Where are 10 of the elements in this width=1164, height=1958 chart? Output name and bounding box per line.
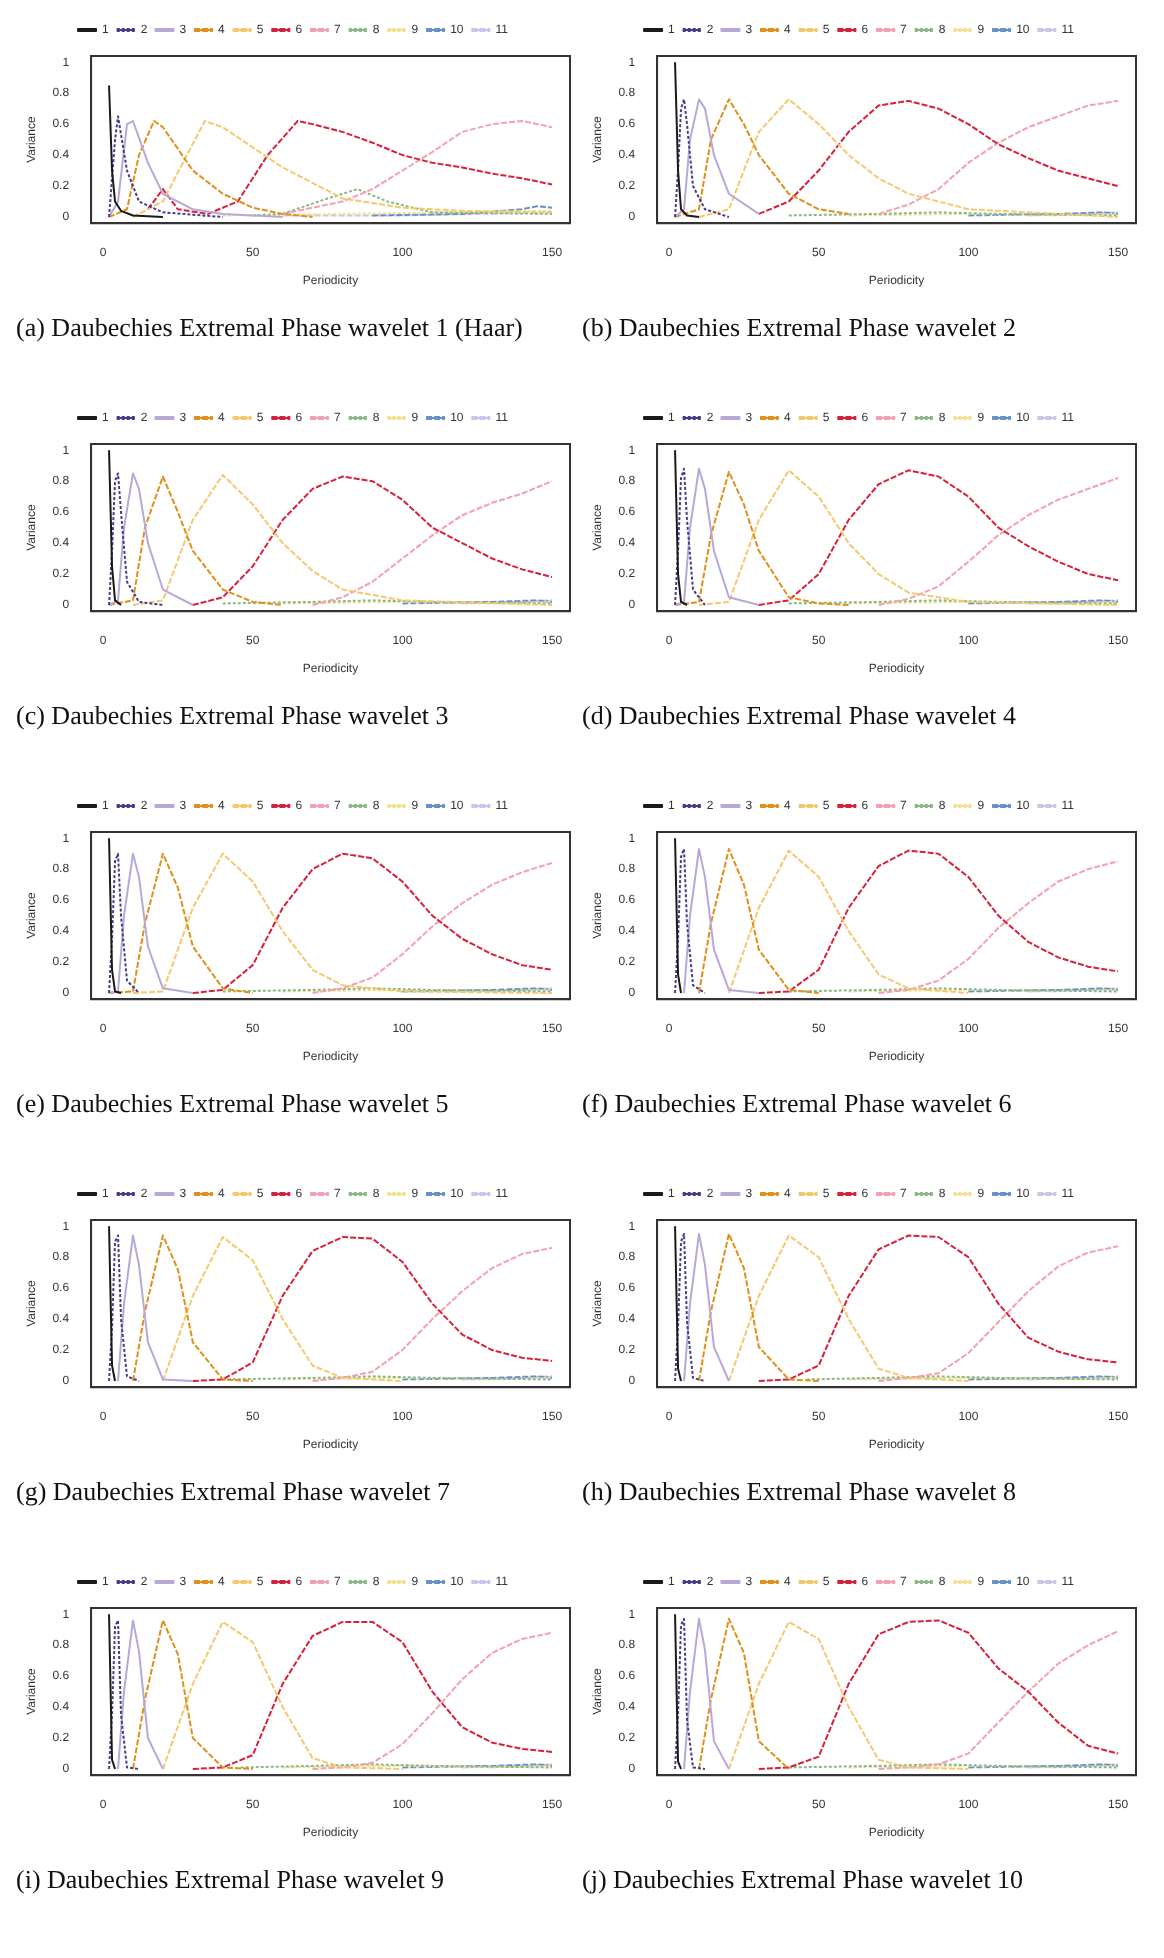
text: (h) Daubechies Extremal Phase wavelet 8 xyxy=(582,1476,1018,1508)
text: (a) Daubechies Extremal Phase wavelet 1 (Haar) xyxy=(16,312,525,344)
text: (b) Daubechies Extremal Phase wavelet 2 xyxy=(582,312,1018,344)
text: (d) Daubechies Extremal Phase wavelet 4 xyxy=(582,700,1018,732)
text: (i) Daubechies Extremal Phase wavelet 9 xyxy=(16,1864,447,1896)
text: (c) Daubechies Extremal Phase wavelet 3 xyxy=(16,700,451,732)
text: (j) Daubechies Extremal Phase wavelet 10 xyxy=(582,1864,1026,1896)
text: (f) Daubechies Extremal Phase wavelet 6 xyxy=(582,1088,1014,1120)
text: (e) Daubechies Extremal Phase wavelet 5 xyxy=(16,1088,451,1120)
text: (g) Daubechies Extremal Phase wavelet 7 xyxy=(16,1476,452,1508)
